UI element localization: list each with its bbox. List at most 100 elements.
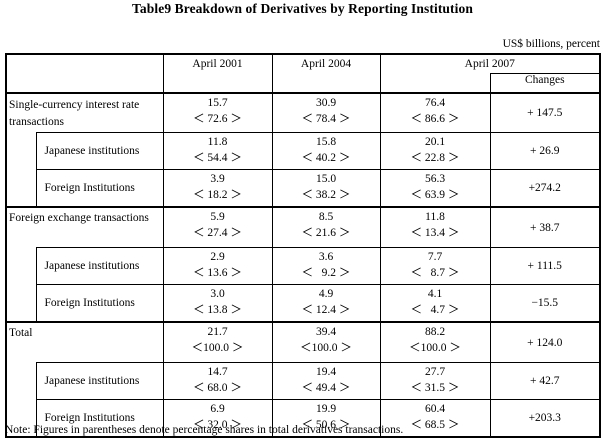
- indent-cell: [6, 285, 36, 323]
- row-label-line: Single-currency interest rate: [9, 99, 140, 111]
- header-subrow: Changes: [6, 73, 600, 94]
- derivatives-table: April 2001 April 2004 April 2007 Changes…: [5, 53, 601, 438]
- table-row: Foreign Institutions 3.0 ＜ 13.8 ＞ 4.9 ＜ 12…: [6, 284, 600, 323]
- share: ＜ 68.5 ＞: [410, 419, 460, 431]
- value: 15.7: [207, 97, 228, 109]
- column-header-april-2001: April 2001: [162, 54, 272, 94]
- row-label: Foreign Institutions: [35, 284, 163, 322]
- share: ＜ 13.4 ＞: [410, 227, 460, 239]
- column-header-april-2004: April 2004: [271, 54, 380, 94]
- value: 11.8: [207, 136, 228, 148]
- table-note: Note: Figures in parentheses denote perc…: [5, 424, 404, 436]
- cell-2004: 39.4 ＜100.0 ＞: [271, 321, 380, 363]
- table-row: Single-currency interest rate transactio…: [6, 92, 600, 133]
- cell-2001: 6.9 ＜ 32.0 ＞: [162, 399, 272, 437]
- cell-2001: 11.8 ＜ 54.4 ＞: [162, 132, 272, 170]
- cell-2001: 21.7 ＜100.0 ＞: [162, 321, 272, 363]
- row-label: Japanese institutions: [35, 362, 163, 400]
- cell-change: + 111.5: [489, 247, 600, 285]
- share: ＜ 54.4 ＞: [193, 152, 242, 164]
- share: ＜ 31.5 ＞: [410, 382, 460, 394]
- value: 5.9: [210, 211, 225, 223]
- share: ＜ 8.7 ＞: [410, 267, 460, 279]
- cell-2007: 76.4 ＜ 86.6 ＞: [379, 92, 490, 133]
- cell-change: +274.2: [489, 169, 600, 207]
- cell-change: + 124.0: [489, 321, 600, 363]
- cell-2001: 5.9 ＜ 27.4 ＞: [162, 206, 272, 248]
- row-label: Total: [6, 321, 163, 363]
- share: ＜ 13.6 ＞: [193, 267, 242, 279]
- cell-change: + 38.7: [489, 206, 600, 248]
- share: ＜ 49.4 ＞: [301, 382, 351, 394]
- value: 3.9: [210, 173, 225, 185]
- share: ＜ 12.4 ＞: [301, 304, 351, 316]
- value: 4.1: [427, 288, 443, 300]
- share: ＜ 18.2 ＞: [193, 189, 242, 201]
- value: 14.7: [207, 366, 228, 378]
- table-row: Foreign exchange transactions 5.9 ＜ 27.4 …: [6, 206, 600, 248]
- value: 39.4: [315, 326, 337, 338]
- cell-2004: 15.8 ＜ 40.2 ＞: [271, 132, 380, 170]
- table-row: Japanese institutions 11.8 ＜ 54.4 ＞ 15.8 ＜…: [6, 132, 600, 170]
- value: 3.6: [318, 251, 334, 263]
- unit-label: US$ billions, percent: [502, 38, 600, 50]
- column-header-april-2007: April 2007: [379, 54, 600, 74]
- value: 3.0: [210, 288, 225, 300]
- header-row: April 2001 April 2004 April 2007: [6, 54, 600, 94]
- cell-2007: 88.2 ＜100.0 ＞: [379, 321, 490, 363]
- cell-2007: 27.7 ＜ 31.5 ＞: [379, 362, 490, 400]
- cell-change: + 147.5: [489, 92, 600, 133]
- row-label: Single-currency interest rate transactio…: [6, 92, 163, 133]
- cell-2004: 3.6 ＜ 9.2 ＞: [271, 247, 380, 285]
- value: 21.7: [207, 326, 228, 338]
- share: ＜ 68.0 ＞: [193, 382, 242, 394]
- table-row: Japanese institutions 2.9 ＜ 13.6 ＞ 3.6 ＜ 9…: [6, 247, 600, 285]
- indent-cell: [6, 133, 36, 170]
- row-label: Foreign Institutions: [35, 399, 163, 437]
- share: ＜ 27.4 ＞: [193, 227, 242, 239]
- share: ＜ 9.2 ＞: [301, 267, 351, 279]
- cell-change: +203.3: [489, 399, 600, 437]
- cell-2001: 15.7 ＜ 72.6 ＞: [162, 92, 272, 133]
- cell-2004: 8.5 ＜ 21.6 ＞: [271, 206, 380, 248]
- share: ＜ 50.6 ＞: [301, 419, 351, 431]
- share: ＜ 22.8 ＞: [410, 152, 460, 164]
- table-row: Total 21.7 ＜100.0 ＞ 39.4 ＜100.0 ＞ 88.2 ＜100…: [6, 321, 600, 363]
- cell-2001: 14.7 ＜ 68.0 ＞: [162, 362, 272, 400]
- indent-cell: [6, 248, 36, 285]
- share: ＜ 21.6 ＞: [301, 227, 351, 239]
- value: 88.2: [424, 326, 446, 338]
- cell-2004: 19.4 ＜ 49.4 ＞: [271, 362, 380, 400]
- value: 15.8: [315, 136, 337, 148]
- share: ＜100.0 ＞: [191, 342, 244, 354]
- row-label: Foreign Institutions: [35, 169, 163, 207]
- cell-change: + 42.7: [489, 362, 600, 400]
- share: ＜ 78.4 ＞: [301, 113, 351, 125]
- table-title: Table9 Breakdown of Derivatives by Repor…: [132, 1, 473, 16]
- cell-change: −15.5: [489, 284, 600, 322]
- indent-cell: [6, 170, 36, 208]
- share: ＜ 63.9 ＞: [410, 189, 460, 201]
- cell-2004: 30.9 ＜ 78.4 ＞: [271, 92, 380, 133]
- value: 15.0: [315, 173, 337, 185]
- value: 30.9: [315, 97, 337, 109]
- value: 2.9: [210, 251, 225, 263]
- table-row: Foreign Institutions 6.9 ＜ 32.0 ＞ 19.9 ＜ 5…: [6, 399, 600, 437]
- header-2007-blank: [379, 73, 490, 94]
- cell-2007: 56.3 ＜ 63.9 ＞: [379, 169, 490, 207]
- share: ＜ 72.6 ＞: [193, 113, 242, 125]
- cell-2007: 4.1 ＜ 4.7 ＞: [379, 284, 490, 322]
- value: 4.9: [318, 288, 334, 300]
- row-label-line: transactions: [9, 116, 64, 128]
- indent-cell: [6, 363, 36, 400]
- value: 11.8: [425, 211, 445, 223]
- share: ＜100.0 ＞: [300, 342, 352, 354]
- table-row: Japanese institutions 14.7 ＜ 68.0 ＞ 19.4 ＜…: [6, 362, 600, 400]
- row-label: Japanese institutions: [35, 132, 163, 170]
- value: 19.9: [315, 403, 337, 415]
- value: 27.7: [424, 366, 446, 378]
- value: 56.3: [424, 173, 446, 185]
- cell-2001: 2.9 ＜ 13.6 ＞: [162, 247, 272, 285]
- cell-2007: 7.7 ＜ 8.7 ＞: [379, 247, 490, 285]
- cell-2007: 60.4 ＜ 68.5 ＞: [379, 399, 490, 437]
